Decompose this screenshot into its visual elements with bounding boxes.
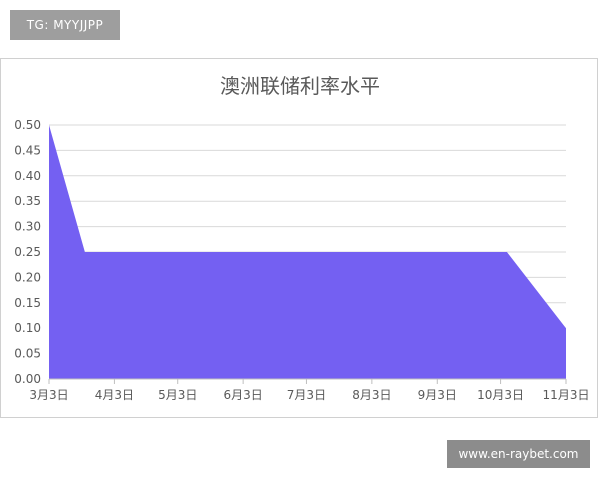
x-tick-label-10月3日: 10月3日: [477, 388, 524, 402]
y-tick-label-0.30: 0.30: [14, 220, 41, 234]
area-chart: 0.00 0.05 0.10 0.15 0.20 0.25 0.30 0.35 0.40 0.45…: [14, 74, 589, 402]
y-tick-label-0.35: 0.35: [14, 194, 41, 208]
y-tick-label-0.15: 0.15: [14, 296, 41, 310]
site-watermark: www.en-raybet.com: [447, 440, 590, 468]
x-tick-label-6月3日: 6月3日: [223, 388, 262, 402]
area-fill: [49, 125, 566, 379]
y-tick-label-0.00: 0.00: [14, 372, 41, 386]
x-tick-labels: 3月3日 4月3日 5月3日 6月3日 7月3日 8月3日 9月3日 10月3日 11月3日: [29, 388, 589, 402]
x-tick-label-8月3日: 8月3日: [352, 388, 391, 402]
y-tick-label-0.25: 0.25: [14, 245, 41, 259]
x-tick-label-3月3日: 3月3日: [29, 388, 68, 402]
y-tick-label-0.40: 0.40: [14, 169, 41, 183]
x-tick-label-4月3日: 4月3日: [95, 388, 134, 402]
x-tick-label-9月3日: 9月3日: [418, 388, 457, 402]
x-tick-label-7月3日: 7月3日: [287, 388, 326, 402]
y-tick-label-0.05: 0.05: [14, 347, 41, 361]
y-tick-label-0.45: 0.45: [14, 143, 41, 157]
x-tick-label-5月3日: 5月3日: [158, 388, 197, 402]
tg-tag: TG: MYYJJPP: [10, 10, 120, 40]
area-series: [49, 125, 566, 379]
y-tick-label-0.50: 0.50: [14, 118, 41, 132]
y-tick-labels: 0.00 0.05 0.10 0.15 0.20 0.25 0.30 0.35 0.40 0.45…: [14, 118, 41, 386]
axes: [48, 378, 567, 384]
y-tick-label-0.10: 0.10: [14, 321, 41, 335]
chart-frame: 0.00 0.05 0.10 0.15 0.20 0.25 0.30 0.35 0.40 0.45…: [0, 58, 598, 418]
chart-title: 澳洲联储利率水平: [220, 74, 380, 98]
x-tick-label-11月3日: 11月3日: [543, 388, 590, 402]
y-tick-label-0.20: 0.20: [14, 270, 41, 284]
